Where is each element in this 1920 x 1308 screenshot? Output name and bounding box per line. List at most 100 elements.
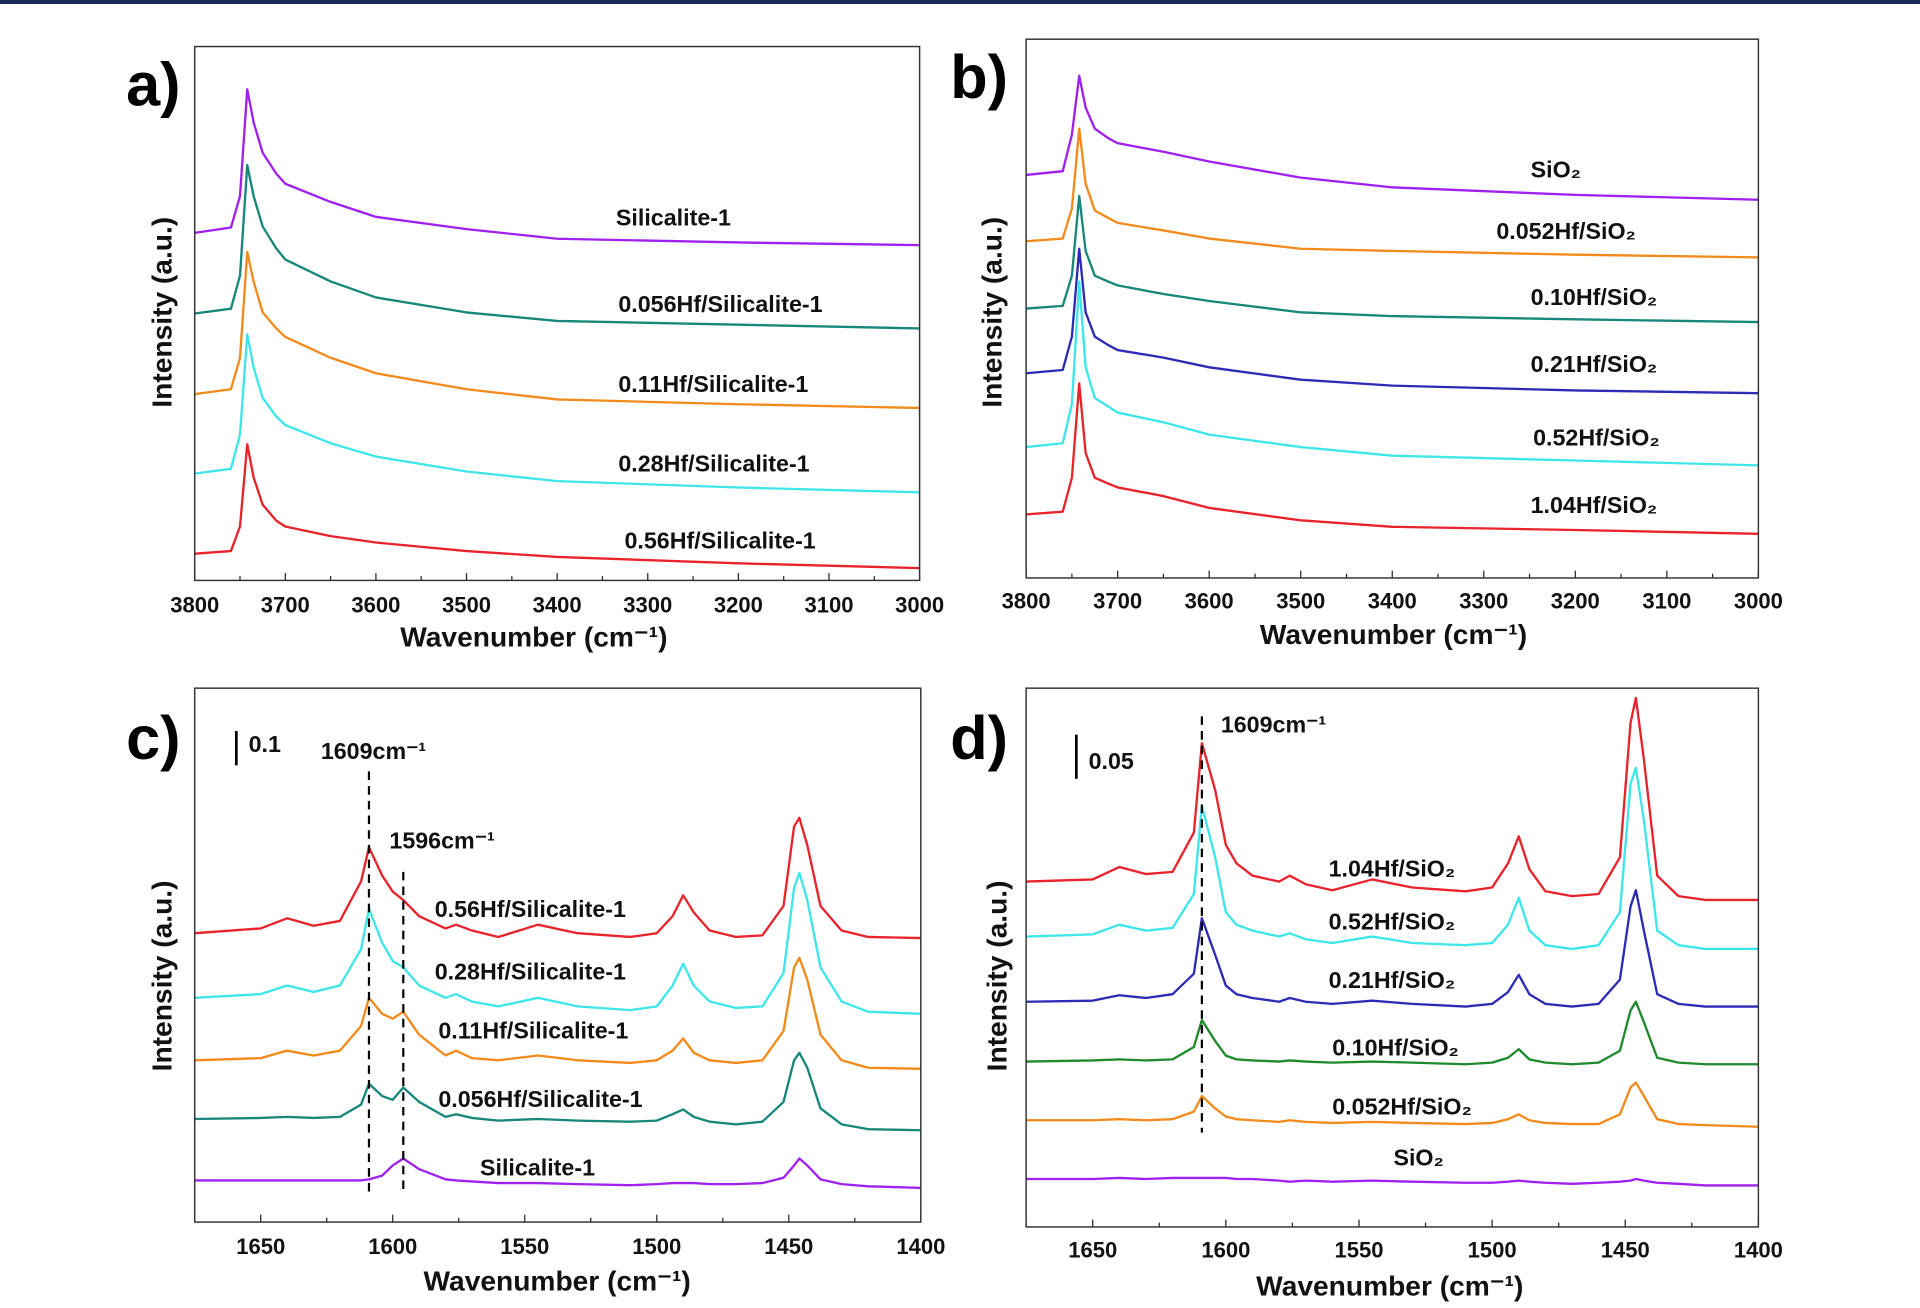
series-label: 0.21Hf/SiO₂: [1329, 967, 1456, 993]
panel-b: b) 3800 3700 3600 3500 3400 3300 3200 3100 3000 Si…: [950, 38, 1783, 650]
x-tick-label: 1550: [1334, 1238, 1383, 1263]
x-tick-label: 3700: [261, 592, 310, 617]
series-line: [194, 250, 920, 410]
series-line: [194, 163, 920, 330]
panel-letter: a): [126, 50, 180, 118]
x-tick-label: 3800: [170, 592, 219, 617]
x-tick-label: 1650: [236, 1234, 285, 1259]
series-line: [194, 333, 920, 494]
plot-frame: [1025, 687, 1760, 1228]
series-label: Silicalite-1: [616, 204, 731, 230]
series-line: [1026, 194, 1759, 324]
plot-frame: [1025, 38, 1760, 579]
series-line: [1026, 696, 1759, 902]
series-line: [194, 443, 920, 570]
x-tick-label: 3000: [1734, 589, 1783, 614]
x-tick-label: 1400: [1734, 1238, 1783, 1263]
series-label: 0.52Hf/SiO₂: [1533, 425, 1660, 451]
panel-a: a) 3800 3700 3600 3500 3400 3300 3200 3100 3000 Si…: [126, 45, 944, 653]
x-axis-title: Wavenumber (cm⁻¹): [424, 1266, 691, 1297]
x-tick-label: 3700: [1093, 589, 1142, 614]
peak-marker-label: 1609cm⁻¹: [321, 738, 427, 764]
panel-letter: b): [950, 43, 1008, 111]
x-tick-label: 3600: [1185, 589, 1234, 614]
series-label: 0.21Hf/SiO₂: [1531, 351, 1658, 377]
x-tick-label: 1450: [764, 1234, 813, 1259]
x-tick-label: 3200: [714, 592, 763, 617]
x-tick-label: 3500: [1276, 589, 1325, 614]
series-line: [194, 1051, 921, 1132]
x-axis-title: Wavenumber (cm⁻¹): [1260, 619, 1527, 650]
series-label: 0.11Hf/Silicalite-1: [438, 1017, 628, 1043]
x-tick-label: 3400: [533, 592, 582, 617]
x-tick-label: 1600: [1201, 1238, 1250, 1263]
plot-frame: [193, 45, 921, 582]
series-label: 0.56Hf/Silicalite-1: [624, 528, 815, 554]
panel-letter: d): [950, 704, 1008, 772]
series-label: 0.28Hf/Silicalite-1: [618, 450, 809, 476]
series-line: [194, 956, 921, 1070]
panel-c: c) 1650 1600 1550 1500 1450 1400 0.56Hf/Silical…: [126, 687, 945, 1297]
series-label: 1.04Hf/SiO₂: [1329, 856, 1456, 882]
series-line: [1026, 1081, 1759, 1128]
series-label: 0.28Hf/Silicalite-1: [435, 959, 626, 985]
x-tick-label: 1500: [632, 1234, 681, 1259]
y-axis-title: Intensity (a.u.): [977, 217, 1008, 408]
series-label: 0.056Hf/Silicalite-1: [618, 291, 822, 317]
y-axis-title: Intensity (a.u.): [146, 217, 177, 408]
series-label: 0.52Hf/SiO₂: [1329, 908, 1456, 934]
x-tick-label: 3200: [1551, 589, 1600, 614]
x-tick-label: 3100: [1642, 589, 1691, 614]
x-tick-label: 3500: [442, 592, 491, 617]
x-tick-label: 3600: [351, 592, 400, 617]
x-tick-label: 1500: [1468, 1238, 1517, 1263]
series-line: [1026, 1000, 1759, 1066]
series-label: SiO₂: [1531, 157, 1581, 183]
x-tick-label: 3300: [623, 592, 672, 617]
panel-letter: c): [126, 704, 180, 772]
scale-bar-label: 0.05: [1089, 748, 1134, 774]
series-line: [1026, 74, 1759, 201]
x-tick-label: 3400: [1368, 589, 1417, 614]
x-tick-label: 1600: [368, 1234, 417, 1259]
series-label: 0.56Hf/Silicalite-1: [435, 896, 626, 922]
series-line: [1026, 1176, 1759, 1187]
series-line: [1026, 766, 1759, 951]
scale-bar-label: 0.1: [249, 731, 281, 757]
x-tick-label: 1550: [500, 1234, 549, 1259]
panel-d: d) 1650 1600 1550 1500 1450 1400 1.04Hf/SiO₂ 0.5…: [950, 687, 1783, 1302]
series-label: 1.04Hf/SiO₂: [1531, 492, 1658, 518]
series-line: [1026, 247, 1759, 395]
x-tick-label: 1400: [896, 1234, 945, 1259]
peak-marker-label: 1596cm⁻¹: [389, 828, 495, 854]
x-tick-label: 3000: [895, 592, 944, 617]
series-line: [194, 1157, 921, 1190]
x-tick-label: 3100: [804, 592, 853, 617]
top-border-bar: [0, 0, 1920, 4]
y-axis-title: Intensity (a.u.): [982, 880, 1013, 1071]
series-label: 0.10Hf/SiO₂: [1332, 1035, 1459, 1061]
series-line: [1026, 382, 1759, 535]
series-line: [194, 88, 920, 247]
series-label: Silicalite-1: [480, 1155, 595, 1181]
series-line: [1026, 889, 1759, 1008]
series-label: 0.052Hf/SiO₂: [1496, 218, 1636, 244]
series-line: [1026, 280, 1759, 467]
x-tick-label: 1450: [1601, 1238, 1650, 1263]
x-tick-label: 3300: [1459, 589, 1508, 614]
x-axis-title: Wavenumber (cm⁻¹): [400, 622, 667, 653]
series-label: 0.056Hf/Silicalite-1: [438, 1086, 642, 1112]
x-tick-label: 3800: [1002, 589, 1051, 614]
y-axis-title: Intensity (a.u.): [146, 880, 177, 1071]
series-line: [194, 816, 921, 940]
peak-marker-label: 1609cm⁻¹: [1221, 711, 1327, 737]
series-label: 0.10Hf/SiO₂: [1531, 284, 1658, 310]
series-label: SiO₂: [1393, 1145, 1443, 1171]
series-label: 0.11Hf/Silicalite-1: [618, 371, 808, 397]
x-tick-label: 1650: [1068, 1238, 1117, 1263]
plot-frame: [193, 687, 922, 1223]
series-line: [1026, 127, 1759, 259]
x-axis-title: Wavenumber (cm⁻¹): [1256, 1271, 1523, 1302]
series-line: [194, 871, 921, 1015]
